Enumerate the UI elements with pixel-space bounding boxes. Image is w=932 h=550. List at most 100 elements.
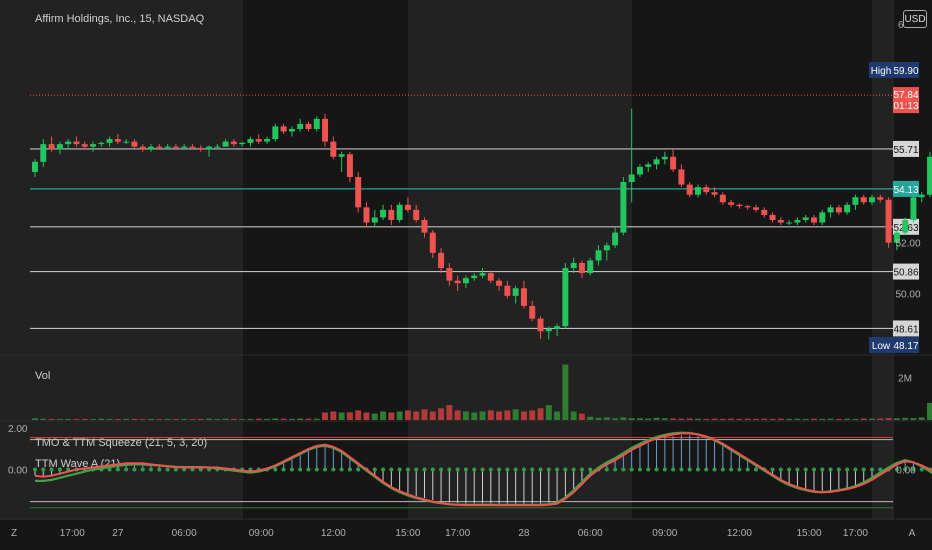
volume-tick-label: 2M (898, 373, 912, 384)
volume-bar (438, 408, 445, 420)
candle-body (214, 146, 221, 148)
volume-bar (844, 418, 851, 420)
candle-body (346, 154, 353, 177)
volume-bar (893, 418, 900, 420)
squeeze-dot (613, 467, 618, 472)
last-price-value: 57.84 (893, 90, 918, 101)
candle-body (98, 142, 105, 145)
candle-body (438, 252, 445, 269)
volume-bar (819, 418, 826, 420)
squeeze-dot (505, 467, 510, 472)
volume-bar (413, 411, 420, 420)
candle-body (777, 219, 784, 223)
candle-body (123, 141, 130, 143)
squeeze-dot (579, 467, 584, 472)
candle-body (893, 232, 900, 243)
squeeze-dot (289, 467, 294, 472)
candle-body (396, 204, 403, 220)
volume-bar (487, 410, 494, 420)
squeeze-dot (273, 467, 278, 472)
candle-body (222, 141, 229, 147)
candle-body (537, 318, 544, 332)
volume-bar (827, 418, 834, 420)
volume-bar (181, 418, 188, 420)
candle-body (918, 194, 925, 198)
volume-bar (835, 418, 842, 420)
volume-bar (885, 418, 892, 420)
session-shading (408, 0, 632, 520)
squeeze-dot (803, 467, 808, 472)
squeeze-dot (488, 467, 493, 472)
volume-bar (860, 418, 867, 420)
candle-body (148, 146, 155, 150)
squeeze-dot (165, 467, 170, 472)
volume-bar (512, 409, 519, 420)
squeeze-dot (389, 467, 394, 472)
squeeze-dot (845, 467, 850, 472)
candle-body (272, 126, 279, 140)
volume-bar (388, 412, 395, 420)
squeeze-dot (538, 467, 543, 472)
volume-bar (802, 418, 809, 420)
volume-bar (288, 418, 295, 420)
volume-bar (578, 413, 585, 420)
squeeze-dot (157, 467, 162, 472)
currency-button[interactable]: USD (903, 10, 927, 28)
squeeze-dot (745, 467, 750, 472)
candle-body (363, 207, 370, 223)
candle-body (819, 212, 826, 223)
volume-bar (670, 418, 677, 420)
candle-body (554, 326, 561, 329)
squeeze-dot (198, 467, 203, 472)
squeeze-dot (472, 467, 477, 472)
candle-body (380, 209, 387, 218)
candle-body (529, 305, 536, 319)
candle-body (744, 206, 751, 208)
squeeze-dot (687, 467, 692, 472)
candle-body (786, 222, 793, 224)
candle-body (65, 141, 72, 145)
volume-bar (40, 418, 47, 420)
volume-bar (496, 411, 503, 420)
candle-body (479, 273, 486, 276)
squeeze-dot (820, 467, 825, 472)
candle-body (264, 139, 271, 142)
squeeze-dot (530, 467, 535, 472)
price-tick-label: 52.00 (895, 239, 920, 250)
session-shading (0, 0, 243, 520)
volume-bar (902, 417, 909, 420)
candle-body (48, 144, 55, 150)
volume-bar (106, 418, 113, 420)
squeeze-dot (149, 467, 154, 472)
volume-bar (479, 411, 486, 420)
squeeze-dot (356, 467, 361, 472)
candle-body (860, 197, 867, 203)
high-value-badge (893, 62, 919, 78)
candle-body (910, 197, 917, 220)
volume-bar (719, 418, 726, 420)
volume-bar (363, 412, 370, 420)
volume-bar (330, 411, 337, 420)
candle-body (587, 260, 594, 274)
candle-body (636, 166, 643, 175)
squeeze-dot (695, 467, 700, 472)
oscillator-title: TMO & TTM Squeeze (21, 5, 3, 20) (35, 437, 207, 449)
candle-body (239, 142, 246, 145)
volume-bar (446, 405, 453, 420)
squeeze-dot (712, 467, 717, 472)
squeeze-dot (861, 467, 866, 472)
squeeze-dot (903, 467, 908, 472)
volume-bar (48, 418, 55, 420)
squeeze-dot (870, 467, 874, 472)
candle-body (114, 139, 121, 142)
axis-cut-label: 6 (898, 20, 904, 31)
volume-bar (927, 402, 932, 420)
low-badge (869, 337, 893, 353)
volume-bar (653, 417, 660, 420)
squeeze-dot (621, 467, 626, 472)
volume-bar (239, 419, 246, 420)
volume-bar (81, 418, 88, 420)
price-level-label: 54.13 (893, 185, 918, 196)
candle-body (355, 177, 362, 208)
